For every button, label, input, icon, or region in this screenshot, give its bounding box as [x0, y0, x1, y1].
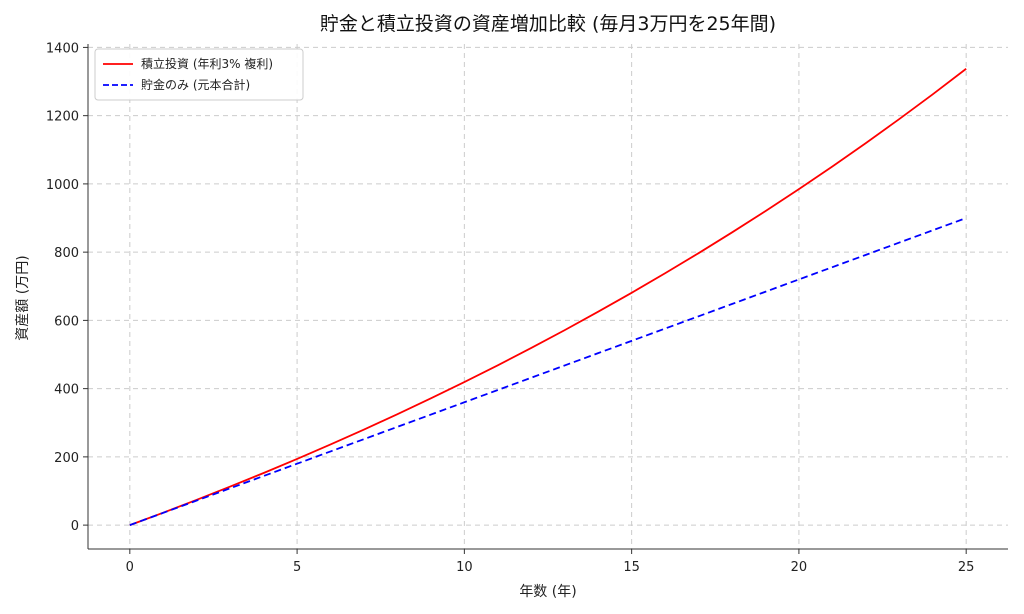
- y-tick-label: 600: [54, 314, 79, 329]
- x-tick-label: 0: [126, 560, 134, 575]
- x-axis-label: 年数 (年): [519, 584, 576, 600]
- x-tick-label: 15: [623, 560, 640, 575]
- x-tick-label: 10: [456, 560, 473, 575]
- legend-label-2: 貯金のみ (元本合計): [141, 77, 250, 92]
- gridlines: [88, 44, 1008, 549]
- x-tick-label: 20: [791, 560, 808, 575]
- legend-box: [94, 48, 304, 101]
- y-tick-label: 1400: [46, 41, 79, 56]
- legend-label-1: 積立投資 (年利3% 複利): [141, 56, 273, 71]
- chart-title: 貯金と積立投資の資産増加比較 (毎月3万円を25年間): [320, 13, 776, 35]
- y-tick-label: 0: [71, 519, 79, 534]
- series-line-2: [129, 217, 967, 526]
- legend: 積立投資 (年利3% 複利) 貯金のみ (元本合計): [94, 48, 304, 101]
- axes: [87, 44, 1008, 550]
- x-tick-label: 25: [958, 560, 975, 575]
- series-line-1: [129, 68, 967, 526]
- y-tick-label: 1200: [46, 110, 79, 125]
- y-tick-label: 400: [54, 383, 79, 398]
- y-axis-label: 資産額 (万円): [15, 255, 31, 340]
- y-tick-label: 200: [54, 451, 79, 466]
- y-tick-label: 800: [54, 246, 79, 261]
- tick-labels: 0 5 10 15 20 25 0 200 400 600 800 1000 1200 1400: [46, 41, 975, 575]
- y-tick-label: 1000: [46, 178, 79, 193]
- series-lines: [129, 68, 967, 526]
- x-tick-label: 5: [293, 560, 301, 575]
